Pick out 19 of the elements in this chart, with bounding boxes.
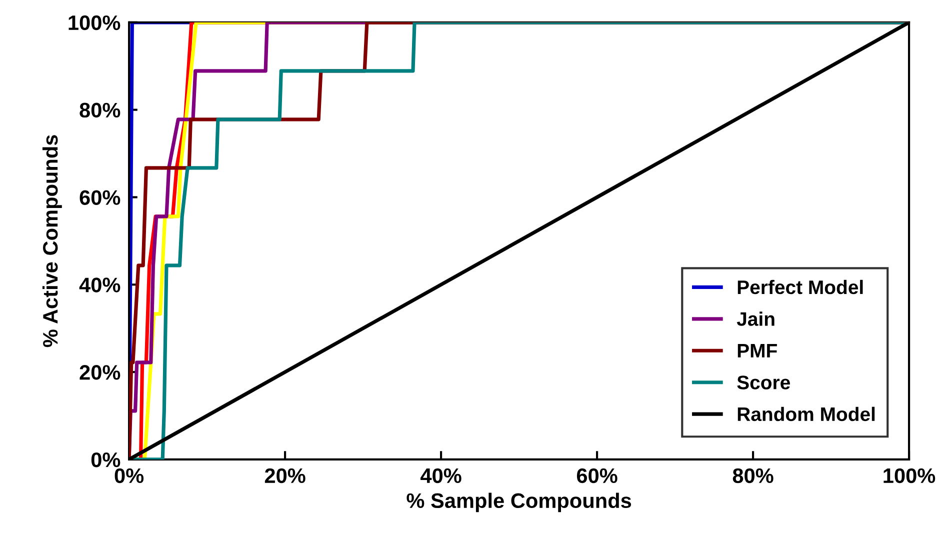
x-tick-label: 60%	[576, 468, 618, 484]
legend-label: PMF	[738, 344, 777, 358]
legend-label: Perfect Model	[738, 280, 863, 294]
legend-label: Score	[737, 376, 790, 390]
x-axis-title: % Sample Compounds	[406, 492, 632, 512]
x-tick-label: 100%	[884, 468, 936, 484]
x-tick-label: 40%	[420, 468, 462, 484]
x-tick-label: 0%	[114, 468, 144, 484]
y-axis-title: % Active Compounds	[42, 135, 62, 348]
y-tick-label: 100%	[68, 15, 120, 30]
legend-label: Jain	[736, 312, 774, 326]
y-tick-label: 40%	[79, 278, 120, 292]
y-tick-label: 20%	[80, 365, 120, 380]
y-tick-label: 60%	[80, 190, 120, 205]
y-tick-label: 0%	[91, 452, 120, 468]
x-tick-label: 20%	[264, 468, 306, 484]
y-tick-label: 80%	[80, 102, 120, 118]
legend-label: Random Model	[738, 406, 875, 422]
x-tick-label: 80%	[732, 468, 774, 484]
